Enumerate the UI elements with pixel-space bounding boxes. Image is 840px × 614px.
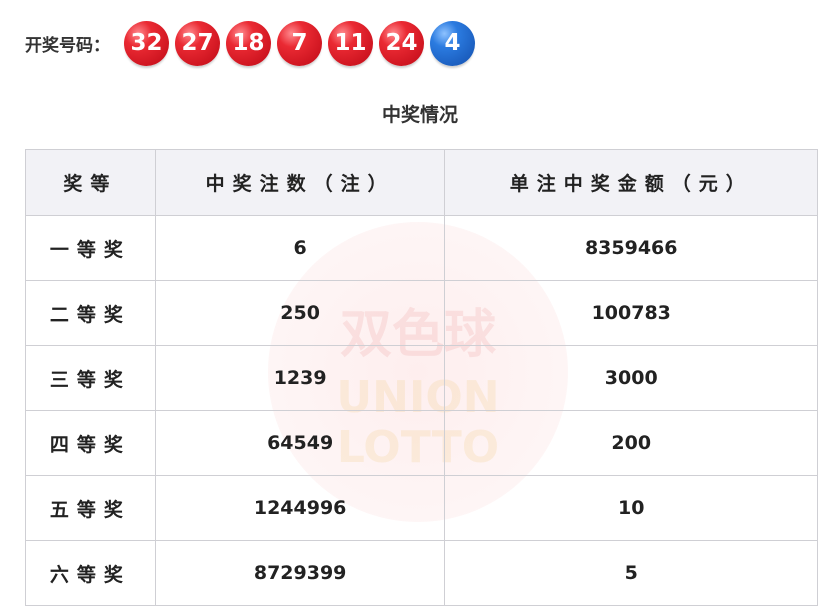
red-ball: 11 xyxy=(328,20,373,66)
winner-count: 64549 xyxy=(154,410,446,476)
table-row: 四等奖 64549 200 xyxy=(25,410,818,476)
draw-label: 开奖号码： xyxy=(25,35,110,56)
prize-amount: 5 xyxy=(444,540,818,606)
table-header-row: 奖等 中奖注数（注） 单注中奖金额（元） xyxy=(25,149,818,216)
red-ball: 7 xyxy=(277,20,322,66)
prize-amount: 200 xyxy=(444,410,818,476)
prize-amount: 8359466 xyxy=(444,215,818,281)
prize-amount: 3000 xyxy=(444,345,818,411)
blue-ball: 4 xyxy=(430,20,475,66)
header-count: 中奖注数（注） xyxy=(154,149,446,216)
winner-count: 6 xyxy=(154,215,446,281)
header-level: 奖等 xyxy=(25,149,156,216)
red-ball: 24 xyxy=(379,20,424,66)
table-row: 二等奖 250 100783 xyxy=(25,280,818,346)
red-ball: 32 xyxy=(124,20,169,66)
table-row: 三等奖 1239 3000 xyxy=(25,345,818,411)
prize-level: 六等奖 xyxy=(25,540,156,606)
winner-count: 250 xyxy=(154,280,446,346)
table-row: 一等奖 6 8359466 xyxy=(25,215,818,281)
prize-level: 五等奖 xyxy=(25,475,156,541)
prize-amount: 100783 xyxy=(444,280,818,346)
prize-table: 奖等 中奖注数（注） 单注中奖金额（元） 一等奖 6 8359466 二等奖 250 10… xyxy=(25,149,818,606)
prize-level: 三等奖 xyxy=(25,345,156,411)
winner-count: 1244996 xyxy=(154,475,446,541)
draw-numbers: 开奖号码： 32 27 18 7 11 24 4 xyxy=(25,20,481,66)
winner-count: 1239 xyxy=(154,345,446,411)
section-title: 中奖情况 xyxy=(381,104,458,126)
table-row: 五等奖 1244996 10 xyxy=(25,475,818,541)
winner-count: 8729399 xyxy=(154,540,446,606)
red-ball: 18 xyxy=(226,20,271,66)
header-amount: 单注中奖金额（元） xyxy=(444,149,818,216)
prize-level: 二等奖 xyxy=(25,280,156,346)
prize-amount: 10 xyxy=(444,475,818,541)
table-row: 六等奖 8729399 5 xyxy=(25,540,818,606)
prize-level: 四等奖 xyxy=(25,410,156,476)
red-ball: 27 xyxy=(175,20,220,66)
prize-level: 一等奖 xyxy=(25,215,156,281)
